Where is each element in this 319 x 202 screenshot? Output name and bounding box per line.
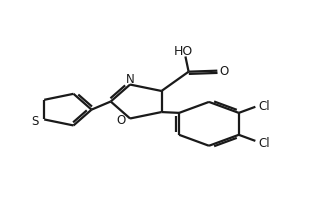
Text: O: O xyxy=(116,114,126,126)
Text: S: S xyxy=(31,114,38,127)
Text: Cl: Cl xyxy=(258,136,270,149)
Text: O: O xyxy=(220,65,229,78)
Text: HO: HO xyxy=(174,45,193,58)
Text: N: N xyxy=(126,73,134,85)
Text: Cl: Cl xyxy=(258,99,270,112)
